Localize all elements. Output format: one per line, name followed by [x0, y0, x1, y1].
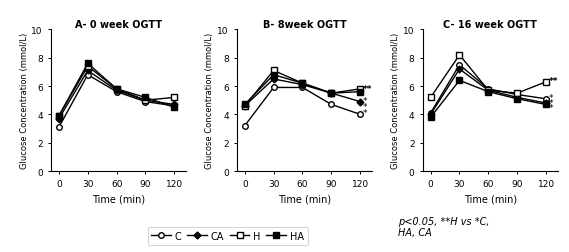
- Y-axis label: Glucose Concentration (mmol/L): Glucose Concentration (mmol/L): [19, 33, 28, 169]
- Text: *: *: [549, 103, 554, 112]
- Y-axis label: Glucose Concentration (mmol/L): Glucose Concentration (mmol/L): [391, 33, 401, 169]
- Text: p<0.05, **H vs *C,
HA, CA: p<0.05, **H vs *C, HA, CA: [398, 216, 490, 238]
- Text: **: **: [363, 85, 373, 94]
- Y-axis label: Glucose Concentration (mmol/L): Glucose Concentration (mmol/L): [205, 33, 215, 169]
- Text: *: *: [363, 103, 368, 112]
- Text: *: *: [363, 109, 368, 118]
- Text: *: *: [363, 97, 368, 106]
- Title: B- 8week OGTT: B- 8week OGTT: [262, 19, 347, 29]
- Title: C- 16 week OGTT: C- 16 week OGTT: [443, 19, 537, 29]
- X-axis label: Time (min): Time (min): [464, 194, 517, 204]
- Legend: C, CA, H, HA: C, CA, H, HA: [147, 227, 308, 245]
- X-axis label: Time (min): Time (min): [278, 194, 331, 204]
- Text: *: *: [549, 99, 554, 107]
- Text: *: *: [549, 93, 554, 103]
- Text: **: **: [549, 77, 558, 85]
- Title: A- 0 week OGTT: A- 0 week OGTT: [75, 19, 162, 29]
- X-axis label: Time (min): Time (min): [92, 194, 145, 204]
